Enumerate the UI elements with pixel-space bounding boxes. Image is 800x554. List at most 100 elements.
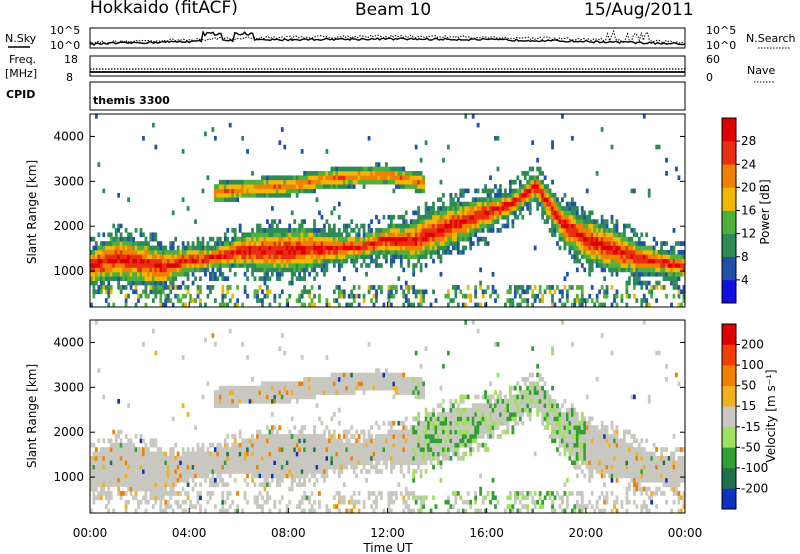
velocity-cell [310,390,314,395]
power-cell [484,219,487,224]
power-cell [556,201,559,207]
power-cell [191,267,195,273]
power-cell [429,214,433,220]
power-cell [221,192,225,198]
velocity-cell [142,341,145,347]
power-cell [630,228,634,233]
velocity-cell [362,442,366,448]
power-cell [293,179,297,185]
power-cell [169,245,173,251]
velocity-cell [164,464,168,470]
velocity-cell [112,447,116,452]
power-cell [139,271,143,277]
power-cell [273,188,277,194]
power-cell [613,228,616,233]
power-cell [536,192,540,198]
power-cell [427,210,430,216]
velocity-cell [122,491,126,496]
velocity-cell [92,499,96,505]
power-cell [211,267,215,273]
power-cell [330,175,334,181]
power-cell [139,232,143,238]
power-cell [288,179,292,185]
velocity-cell [107,486,111,492]
power-cell [305,184,309,189]
velocity-cell [181,355,185,360]
velocity-cell [345,508,349,514]
power-cell [233,236,237,242]
power-cell [263,245,267,251]
velocity-cell [226,455,230,461]
power-cell [293,232,297,238]
power-cell [154,232,158,238]
power-cell [335,298,339,303]
power-cell [504,214,507,220]
power-cell [129,263,133,268]
velocity-cell [117,491,121,496]
velocity-cell [97,482,101,487]
velocity-cell [174,469,178,474]
power-cell [171,302,175,308]
power-cell [508,210,512,216]
power-cell [211,271,215,277]
colorbar-swatch [722,118,736,142]
power-cell [186,258,190,264]
power-cell [538,188,542,194]
power-cell [332,289,336,295]
power-cell [352,241,356,246]
power-cell [211,276,215,281]
power-cell [481,188,485,194]
velocity-cell [347,385,351,391]
velocity-cell [164,451,168,457]
nave-tick-top: 60 [706,53,720,66]
power-cell [94,289,98,295]
velocity-cell [149,495,153,501]
power-cell [382,179,386,185]
power-cell [551,144,554,150]
power-cell [466,236,470,242]
velocity-cell [280,451,284,457]
power-cell [142,249,145,255]
velocity-cell [305,390,309,395]
power-cell [496,210,500,216]
velocity-cell [310,381,314,387]
power-cell [454,232,458,238]
power-cell [342,166,346,172]
power-cell [655,280,659,286]
power-cell [660,249,663,255]
power-cell [568,236,572,242]
power-cell [236,197,240,203]
velocity-cell [337,434,341,439]
velocity-cell [280,398,284,404]
velocity-cell [283,473,287,479]
power-cell [570,197,574,203]
power-cell [459,228,463,233]
velocity-cell [270,381,274,387]
power-cell [149,245,153,251]
power-cell [92,293,96,299]
power-cell [298,236,302,242]
power-cell [652,249,656,255]
power-cell [228,192,232,198]
power-cell [156,276,160,281]
power-cell [270,271,274,277]
power-cell [184,271,187,277]
power-cell [201,241,205,246]
power-cell [456,241,460,246]
power-cell [308,179,311,185]
power-cell [635,241,639,246]
velocity-cell [211,469,215,474]
velocity-cell [253,385,257,391]
power-cell [615,254,619,260]
power-cell [263,263,267,268]
power-cell [293,245,297,251]
velocity-cell [179,460,183,466]
power-cell [437,228,440,233]
power-cell [394,171,398,176]
power-cell [389,223,393,229]
velocity-cell [325,455,329,461]
velocity-cell [273,460,277,466]
velocity-cell [258,434,262,439]
velocity-cell [216,442,220,448]
power-cell [385,228,388,233]
